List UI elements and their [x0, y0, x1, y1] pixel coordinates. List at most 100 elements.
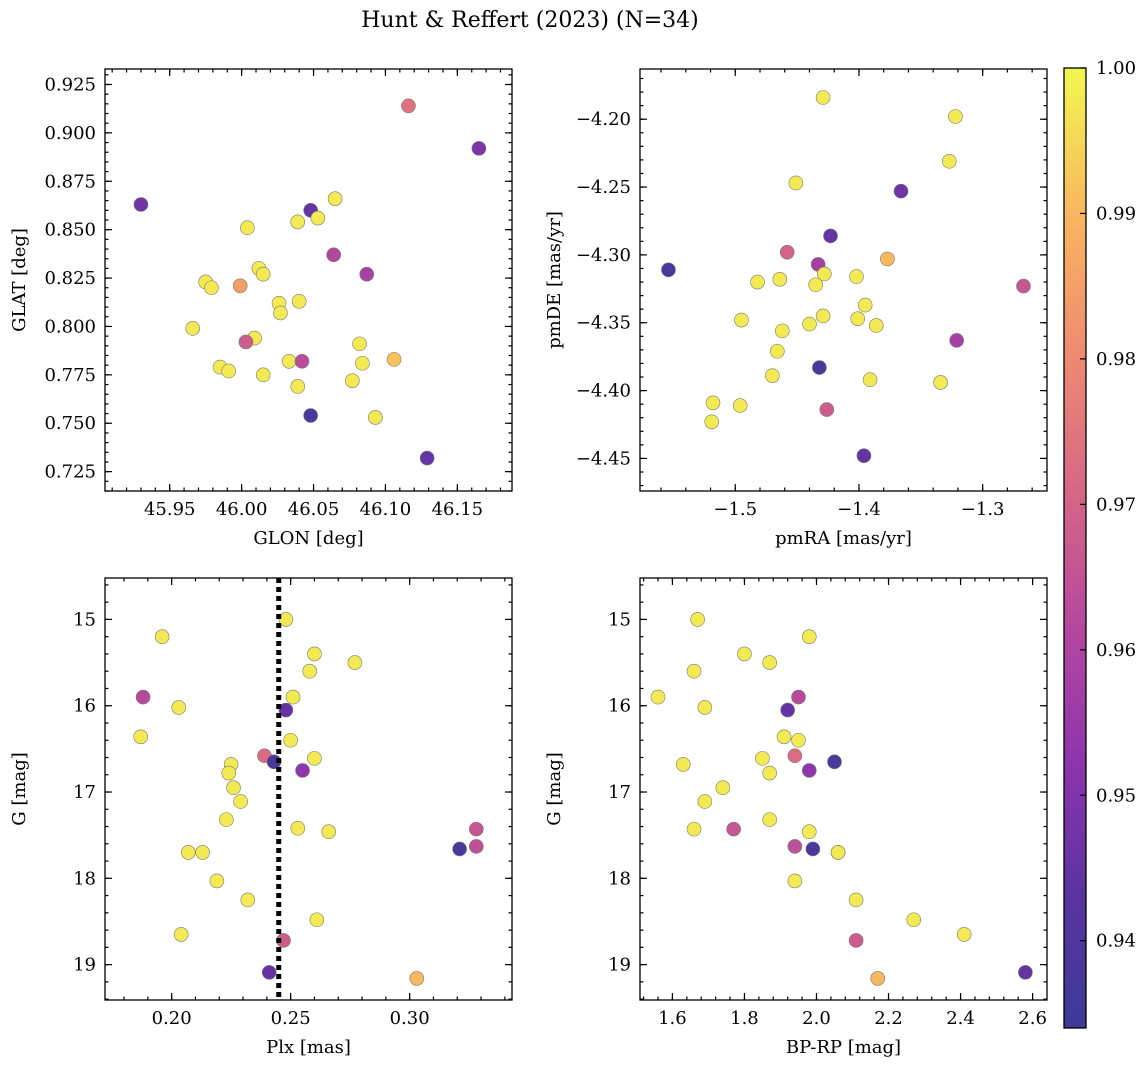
scatter-point	[949, 333, 964, 348]
scatter-point	[326, 247, 341, 263]
scatter-point	[291, 293, 307, 309]
scatter-point	[850, 311, 866, 326]
y-axis-label: G [mag]	[544, 752, 565, 825]
scatter-point	[345, 373, 360, 388]
scatter-point	[173, 927, 189, 942]
scatter-points	[133, 612, 484, 986]
scatter-point	[352, 336, 367, 352]
x-tick-label: 1.8	[730, 1008, 759, 1029]
scatter-point	[765, 368, 780, 383]
y-axis-label: GLAT [deg]	[9, 228, 30, 332]
scatter-point	[240, 220, 255, 236]
scatter-point	[697, 700, 713, 715]
x-tick-label: 45.95	[144, 499, 196, 520]
scatter-point	[787, 748, 803, 764]
scatter-points	[650, 612, 1033, 986]
axes-frame	[639, 68, 1048, 492]
y-tick-label: 0.900	[44, 123, 96, 144]
scatter-panel-3: 0.20 0.25 0.30 15 16 17 18 19 Plx [mas] G [mag]	[9, 577, 513, 1058]
scatter-point	[368, 410, 383, 425]
scatter-point	[278, 612, 294, 627]
x-tick-label: 46.10	[360, 499, 412, 520]
scatter-panel-4: 1.6 1.8 2.0 2.2 2.4 2.6 15 16 17 18 19 BP-RP [mag] G…	[544, 577, 1048, 1058]
scatter-point	[154, 629, 170, 644]
scatter-point	[787, 873, 803, 889]
y-tick-label: 19	[608, 955, 631, 976]
y-tick-label: 15	[608, 609, 631, 630]
scatter-point	[686, 821, 702, 837]
x-tick-label: 0.20	[152, 1008, 192, 1029]
scatter-point	[255, 367, 271, 383]
colorbar-gradient	[1063, 67, 1087, 1029]
scatter-point	[1016, 278, 1031, 294]
scatter-point	[815, 308, 831, 324]
scatter-point	[827, 754, 842, 770]
y-tick-label: −4.40	[576, 381, 631, 402]
scatter-point	[294, 354, 310, 369]
x-axis-label: GLON [deg]	[253, 528, 363, 549]
scatter-point	[133, 197, 149, 212]
scatter-point	[732, 398, 748, 413]
scatter-point	[281, 354, 297, 369]
scatter-panel-2: −1.5 −1.4 −1.3 −4.45 −4.40 −4.35 −4.30 −4.25 −4.…	[544, 68, 1048, 549]
x-axis-label: pmRA [mas/yr]	[775, 528, 912, 549]
scatter-point	[690, 612, 705, 627]
scatter-point	[808, 277, 823, 293]
scatter-point	[870, 971, 886, 986]
scatter-point	[770, 343, 785, 359]
scatter-point	[704, 414, 720, 430]
scatter-point	[240, 892, 256, 908]
scatter-point	[801, 629, 817, 644]
y-tick-label: 0.850	[44, 220, 96, 241]
scatter-point	[933, 375, 948, 390]
scatter-point	[283, 732, 298, 748]
x-tick-label: 46.00	[216, 499, 268, 520]
y-tick-label: 0.825	[44, 268, 96, 289]
scatter-point	[819, 402, 835, 417]
scatter-point	[171, 700, 187, 715]
scatter-point	[779, 244, 795, 260]
scatter-point	[290, 214, 306, 230]
scatter-point	[788, 175, 804, 191]
colorbar-tick-label: 0.96	[1096, 640, 1136, 661]
scatter-point	[452, 841, 467, 857]
scatter-point	[856, 448, 872, 464]
x-tick-label: 46.15	[432, 499, 484, 520]
colorbar-tick-label: 0.97	[1096, 494, 1136, 515]
scatter-points	[133, 98, 487, 466]
y-tick-label: 18	[73, 868, 96, 889]
scatter-point	[848, 933, 864, 948]
scatter-point	[762, 765, 777, 781]
colorbar-tick-label: 0.98	[1096, 349, 1136, 370]
scatter-point	[255, 266, 271, 282]
scatter-point	[812, 360, 827, 375]
figure-title: Hunt & Reffert (2023) (N=34)	[361, 8, 699, 33]
y-tick-label: 17	[608, 782, 631, 803]
colorbar-ticks: 0.94 0.95 0.96 0.97 0.98 0.99 1.00	[1080, 58, 1136, 952]
x-tick-label: −1.3	[961, 499, 1005, 520]
scatter-point	[750, 274, 765, 290]
scatter-point	[776, 729, 792, 745]
y-tick-label: 0.875	[44, 171, 96, 192]
scatter-point	[232, 278, 248, 294]
scatter-point	[1018, 965, 1033, 980]
scatter-point	[221, 765, 237, 781]
scatter-point	[815, 90, 831, 105]
scatter-point	[726, 821, 741, 837]
scatter-point	[705, 395, 721, 411]
scatter-point	[734, 312, 749, 328]
x-tick-label: 2.2	[874, 1008, 903, 1029]
scatter-point	[302, 663, 317, 679]
y-tick-label: −4.25	[576, 177, 631, 198]
scatter-point	[181, 845, 196, 860]
scatter-point	[762, 812, 777, 827]
scatter-point	[290, 820, 306, 836]
y-axis-label: pmDE [mas/yr]	[544, 211, 565, 349]
scatter-point	[791, 732, 806, 748]
scatter-point	[226, 780, 241, 796]
scatter-point	[409, 971, 425, 986]
y-tick-label: 15	[73, 609, 96, 630]
scatter-point	[737, 646, 752, 662]
x-axis-label: Plx [mas]	[266, 1037, 351, 1058]
scatter-point	[278, 702, 294, 718]
